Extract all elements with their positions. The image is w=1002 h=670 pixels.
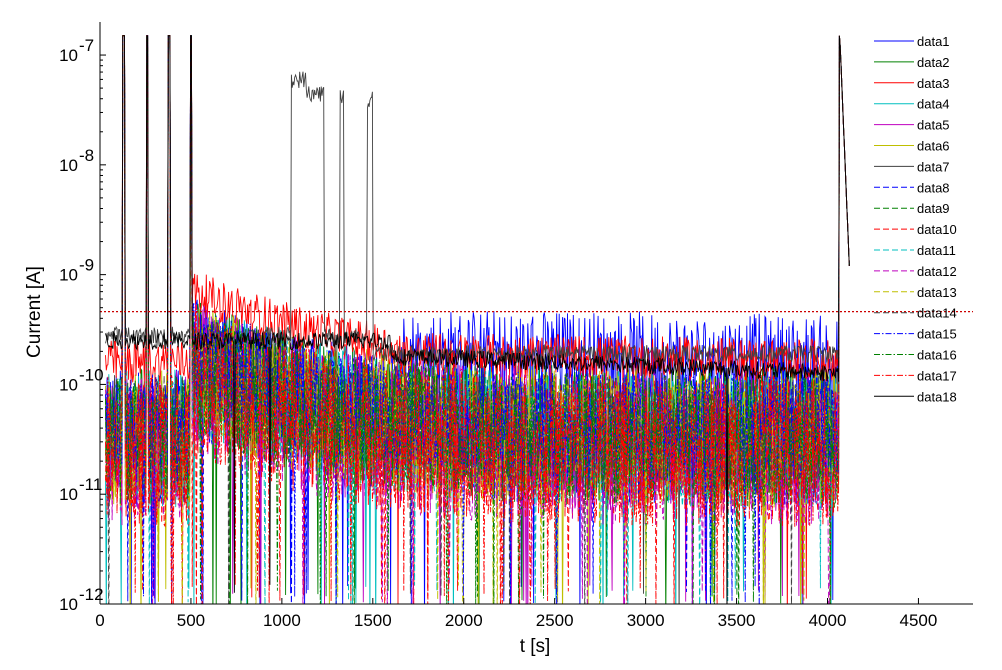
legend-label-data7: data7 [917,159,950,174]
y-tick-label: 10 [59,46,78,65]
x-tick-label: 4000 [809,611,847,630]
series-line-data17 [105,35,850,604]
series-line-data18 [105,35,850,604]
series-line-data7 [105,35,850,604]
legend-label-data9: data9 [917,201,950,216]
legend-label-data15: data15 [917,327,957,342]
y-tick-exponent: -8 [79,146,94,165]
legend-label-data8: data8 [917,180,950,195]
legend-label-data5: data5 [917,118,950,133]
legend-label-data13: data13 [917,285,957,300]
y-tick-exponent: -10 [79,365,104,384]
x-tick-label: 2000 [445,611,483,630]
legend-label-data14: data14 [917,306,957,321]
legend-label-data2: data2 [917,55,950,70]
y-axis-label: Current [A] [24,266,45,358]
y-tick-exponent: -11 [79,475,102,494]
x-tick-label: 3500 [718,611,756,630]
x-tick-label: 2500 [536,611,574,630]
series-line-data9 [105,35,850,604]
legend-label-data1: data1 [917,34,950,49]
x-tick-label: 3000 [627,611,665,630]
x-tick-label: 500 [177,611,205,630]
x-tick-label: 1000 [263,611,301,630]
y-tick-label: 10 [59,156,78,175]
legend-label-data11: data11 [917,243,956,258]
y-tick-exponent: -9 [79,256,94,275]
legend-label-data10: data10 [917,222,957,237]
y-tick-exponent: -7 [79,36,94,55]
x-tick-label: 0 [95,611,104,630]
legend-label-data16: data16 [917,348,957,363]
legend-label-data6: data6 [917,139,950,154]
series-line-data15 [105,35,850,604]
y-tick-label: 10 [59,266,78,285]
y-tick-label: 10 [59,485,78,504]
legend-label-data18: data18 [917,389,957,404]
legend-label-data3: data3 [917,76,950,91]
y-tick-label: 10 [59,375,78,394]
series-line-data12 [105,35,850,604]
y-tick-exponent: -12 [79,585,104,604]
x-tick-label: 4500 [900,611,938,630]
legend-label-data17: data17 [917,368,957,383]
axes: 0 500 1000 1500 2000 2500 3000 3500 4000 450010-1… [59,22,973,630]
legend: data1 data2 data3 data4 data5 data6 data7 data8… [874,34,957,404]
x-axis-label: t [s] [520,636,551,657]
y-tick-label: 10 [59,595,78,614]
x-tick-label: 1500 [354,611,392,630]
legend-label-data12: data12 [917,264,957,279]
legend-label-data4: data4 [917,97,950,112]
